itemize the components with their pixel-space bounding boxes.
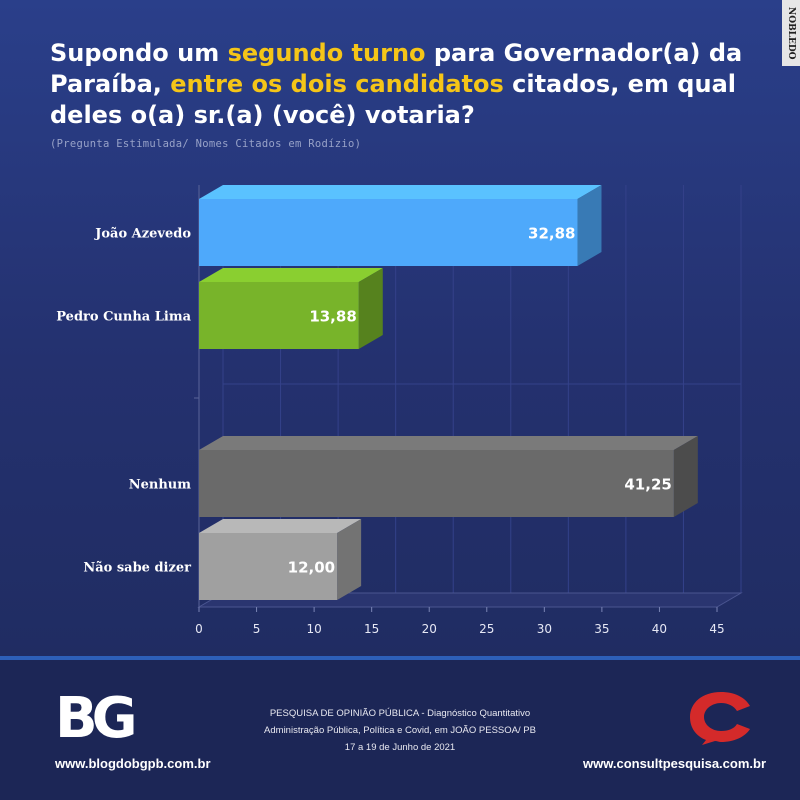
bar-top-face [199, 268, 383, 282]
category-label: João Azevedo [94, 227, 191, 242]
category-label: Pedro Cunha Lima [56, 310, 191, 325]
footer [0, 660, 800, 800]
bar-top-face [199, 436, 698, 450]
bar-side-face [577, 185, 602, 266]
title-highlight: segundo turno [227, 39, 426, 67]
footer-divider [0, 656, 800, 660]
survey-info-line: PESQUISA DE OPINIÃO PÚBLICA - Diagnóstic… [269, 708, 531, 719]
bar [199, 199, 578, 266]
title-part: Supondo um [50, 39, 228, 67]
bar-value-label: 12,00 [288, 559, 335, 577]
bar-value-label: 32,88 [528, 225, 575, 243]
survey-info-line: Administração Pública, Política e Covid,… [264, 725, 536, 736]
x-tick-label: 30 [537, 622, 552, 636]
watermark-text: NOBLEDO [786, 6, 796, 60]
survey-info: PESQUISA DE OPINIÃO PÚBLICA - Diagnóstic… [230, 705, 570, 756]
title-part: citados, em qual deles o(a) sr.(a) (você… [50, 70, 736, 129]
survey-info-line: 17 a 19 de Junho de 2021 [344, 742, 456, 753]
bar [199, 533, 338, 600]
x-tick-label: 5 [253, 622, 261, 636]
x-tick-label: 40 [652, 622, 667, 636]
bar-side-face [358, 268, 383, 349]
chart-title: Supondo um segundo turno para Governador… [50, 38, 750, 131]
bar-value-label: 41,25 [624, 476, 671, 494]
svg-text:BG: BG [55, 686, 134, 745]
x-tick-label: 35 [594, 622, 609, 636]
left-site-link[interactable]: www.blogdobgpb.com.br [55, 756, 211, 771]
watermark-badge: NOBLEDO [782, 0, 800, 66]
title-part: para Governador(a) da Paraíba, [50, 39, 743, 98]
consult-speech-c-icon [690, 692, 750, 745]
title-highlight: entre os dois candidatos [170, 70, 504, 98]
right-site-link[interactable]: www.consultpesquisa.com.br [583, 756, 766, 771]
x-tick-label: 25 [479, 622, 494, 636]
x-tick-label: 20 [422, 622, 437, 636]
x-tick-label: 0 [195, 622, 203, 636]
x-tick-label: 15 [364, 622, 379, 636]
bg-logo-icon: BG [55, 686, 140, 745]
bar-side-face [673, 436, 698, 517]
category-label: Nenhum [129, 478, 192, 493]
bar-side-face [337, 519, 362, 600]
chart-subtitle: (Pregunta Estimulada/ Nomes Citados em R… [50, 138, 362, 150]
x-tick-label: 10 [306, 622, 321, 636]
bar-chart: 32,88 João Azevedo 13,88 Pedro Cunha Lima 41… [56, 185, 743, 636]
bar [199, 282, 359, 349]
bar [199, 450, 674, 517]
category-label: Não sabe dizer [83, 561, 191, 576]
bar-value-label: 13,88 [309, 308, 356, 326]
bar-top-face [199, 185, 602, 199]
x-tick-label: 45 [709, 622, 724, 636]
bar-top-face [199, 519, 362, 533]
